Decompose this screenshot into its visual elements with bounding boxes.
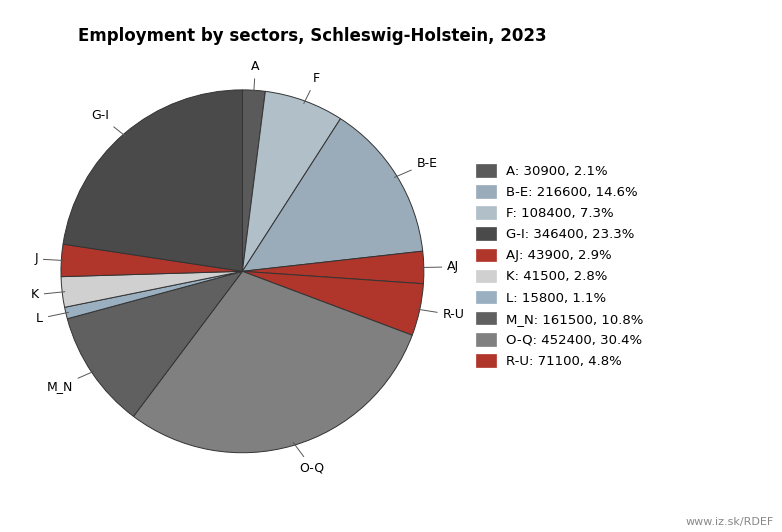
Wedge shape	[67, 271, 242, 417]
Text: F: F	[304, 72, 320, 103]
Text: J: J	[34, 252, 64, 265]
Wedge shape	[242, 271, 423, 335]
Wedge shape	[63, 90, 242, 271]
Text: O-Q: O-Q	[293, 443, 325, 475]
Text: G-I: G-I	[91, 110, 125, 136]
Text: www.iz.sk/RDEF: www.iz.sk/RDEF	[686, 517, 774, 527]
Text: B-E: B-E	[394, 157, 438, 177]
Legend: A: 30900, 2.1%, B-E: 216600, 14.6%, F: 108400, 7.3%, G-I: 346400, 23.3%, AJ: 439: A: 30900, 2.1%, B-E: 216600, 14.6%, F: 1…	[475, 164, 644, 368]
Text: Employment by sectors, Schleswig-Holstein, 2023: Employment by sectors, Schleswig-Holstei…	[78, 27, 547, 45]
Wedge shape	[242, 90, 265, 271]
Text: A: A	[251, 60, 260, 93]
Wedge shape	[65, 271, 242, 319]
Wedge shape	[242, 92, 340, 271]
Text: M_N: M_N	[46, 371, 94, 393]
Text: R-U: R-U	[417, 309, 465, 321]
Wedge shape	[242, 251, 424, 284]
Text: L: L	[36, 312, 69, 325]
Text: K: K	[30, 288, 65, 301]
Wedge shape	[61, 244, 242, 277]
Wedge shape	[134, 271, 412, 453]
Wedge shape	[242, 119, 423, 271]
Text: AJ: AJ	[421, 260, 460, 273]
Wedge shape	[61, 271, 242, 307]
